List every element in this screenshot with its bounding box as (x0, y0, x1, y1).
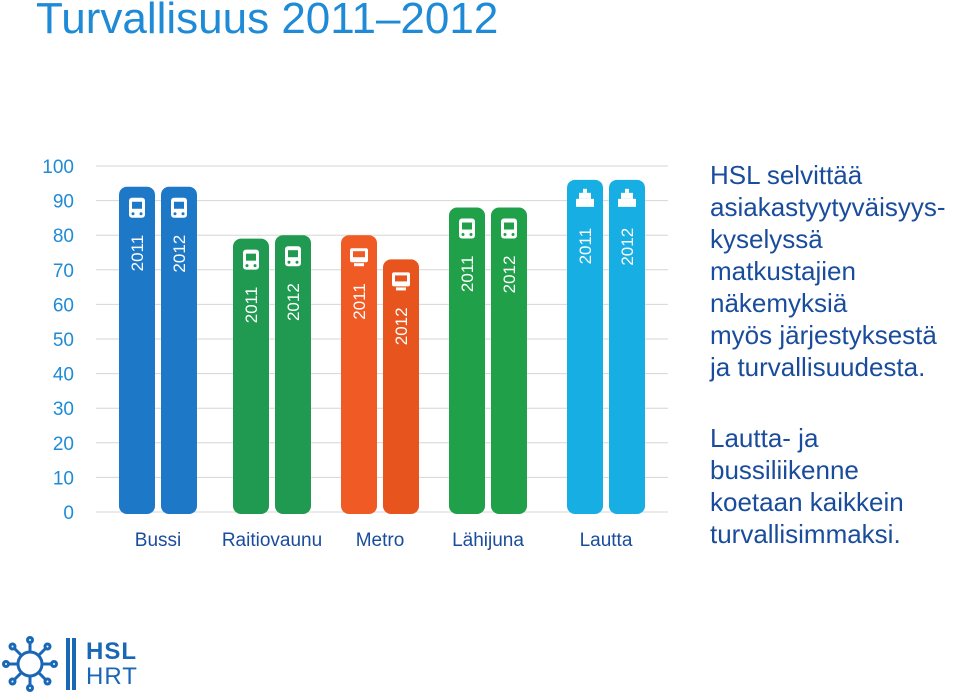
description-paragraph-1: HSL selvittää asiakastyytyväisyys- kysel… (710, 159, 960, 383)
paragraph-line: matkustajien (710, 256, 856, 286)
y-tick-label: 40 (53, 365, 74, 386)
bar-year-label: 2011 (242, 287, 261, 324)
bar-year-label: 2012 (284, 283, 303, 321)
y-tick-label: 70 (53, 261, 74, 282)
bar (233, 238, 269, 514)
page-title: Turvallisuus 2011–2012 (36, 0, 499, 43)
y-tick-label: 80 (53, 226, 74, 247)
bar (449, 207, 485, 514)
category-label: Metro (356, 530, 405, 551)
bar-year-label: 2012 (170, 235, 189, 273)
logo-divider (66, 638, 70, 690)
metro-icon (350, 248, 368, 267)
category-label: Bussi (135, 530, 181, 551)
train-icon (501, 218, 517, 239)
logo-text-hrt: HRT (86, 663, 138, 690)
bar (119, 186, 155, 514)
category-label: Raitiovaunu (222, 530, 322, 551)
bar-year-label: 2012 (618, 228, 637, 266)
y-tick-label: 30 (53, 399, 74, 420)
paragraph-line: näkemyksiä (710, 288, 848, 318)
tram-icon (243, 249, 259, 270)
bus-icon (129, 197, 145, 218)
y-tick-label: 50 (53, 330, 74, 351)
y-tick-label: 90 (53, 192, 74, 213)
bar (341, 235, 377, 514)
paragraph-line: Lautta- ja (710, 423, 819, 453)
logo-divider (72, 638, 76, 690)
paragraph-line: myös järjestyksestä (710, 320, 937, 350)
ferry-icon (618, 188, 636, 207)
bar (275, 235, 311, 514)
bar (161, 186, 197, 514)
paragraph-line: asiakastyytyväisyys- (710, 192, 946, 222)
bar-year-label: 2011 (576, 228, 595, 265)
bar (567, 179, 603, 514)
bar-year-label: 2011 (350, 283, 369, 320)
y-tick-label: 20 (53, 434, 74, 455)
paragraph-line: bussiliikenne (710, 455, 859, 485)
sun-emblem-icon (2, 636, 58, 692)
category-label: Lautta (580, 530, 633, 551)
y-tick-label: 100 (42, 157, 74, 178)
paragraph-line: koetaan kaikkein (710, 487, 904, 517)
bar-year-label: 2012 (500, 256, 519, 294)
y-tick-label: 0 (63, 503, 74, 524)
y-tick-label: 10 (53, 468, 74, 489)
bar-year-label: 2012 (392, 307, 411, 345)
bar-year-label: 2011 (128, 235, 147, 272)
category-label: Lähijuna (452, 530, 524, 551)
paragraph-line: ja turvallisuudesta. (710, 352, 926, 382)
bus-icon (171, 197, 187, 218)
bar-chart: 0 10 20 30 40 50 60 70 80 90 100 2011 2012 Bussi 2011 2… (42, 157, 668, 551)
bar (491, 207, 527, 514)
description-paragraph-2: Lautta- ja bussiliikenne koetaan kaikkei… (710, 422, 960, 550)
bar (609, 179, 645, 514)
logo-text-hsl: HSL (86, 638, 137, 665)
paragraph-line: HSL selvittää (710, 160, 863, 190)
train-icon (459, 218, 475, 239)
paragraph-line: turvallisimmaksi. (710, 519, 901, 549)
hsl-logo: HSL HRT (0, 630, 200, 694)
bar-year-label: 2011 (458, 256, 477, 293)
bar (383, 259, 419, 514)
ferry-icon (576, 188, 594, 207)
tram-icon (285, 246, 301, 267)
metro-icon (392, 272, 410, 291)
paragraph-line: kyselyssä (710, 224, 823, 254)
y-tick-label: 60 (53, 295, 74, 316)
